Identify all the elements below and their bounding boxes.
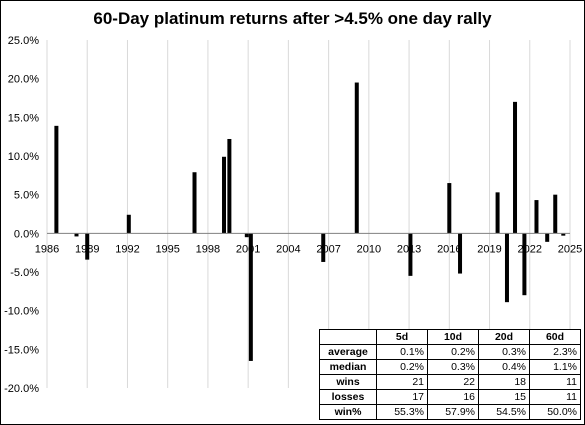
x-tick-label: 1992	[115, 243, 139, 255]
y-tick-label: -20.0%	[4, 383, 39, 395]
stats-table: 5d 10d 20d 60d average 0.1% 0.2% 0.3% 2.…	[319, 329, 581, 420]
stats-cell: 55.3%	[376, 404, 428, 420]
x-tick-label: 2022	[518, 243, 542, 255]
bar	[222, 156, 227, 234]
stats-cell: 22	[427, 374, 479, 390]
stats-cell: 21	[376, 374, 428, 390]
stats-cell: 2.3%	[529, 344, 581, 360]
bar	[447, 183, 452, 234]
stats-col-header: 10d	[427, 329, 479, 345]
y-tick-label: -5.0%	[10, 267, 39, 279]
stats-cell: 50.0%	[529, 404, 581, 420]
x-tick-label: 2013	[397, 243, 421, 255]
bar	[248, 233, 253, 361]
stats-row-losses: losses 17 16 15 11	[319, 389, 581, 405]
stats-cell: 18	[478, 374, 530, 390]
bar	[192, 172, 197, 234]
stats-cell: 54.5%	[478, 404, 530, 420]
y-tick-label: -10.0%	[4, 306, 39, 318]
stats-cell: 1.1%	[529, 359, 581, 375]
stats-row-label: average	[319, 344, 377, 360]
stats-row-wins: wins 21 22 18 11	[319, 374, 581, 390]
x-tick-label: 1989	[75, 243, 99, 255]
stats-row-label: losses	[319, 389, 377, 405]
bar	[54, 125, 59, 234]
stats-cell: 0.2%	[376, 359, 428, 375]
stats-corner-cell	[319, 329, 377, 345]
chart-title: 60-Day platinum returns after >4.5% one …	[93, 9, 492, 28]
bar	[458, 233, 463, 274]
x-tick-label: 1995	[155, 243, 179, 255]
stats-cell: 15	[478, 389, 530, 405]
bar	[227, 138, 232, 234]
stats-header-row: 5d 10d 20d 60d	[319, 329, 581, 345]
stats-cell: 0.3%	[427, 359, 479, 375]
bar	[504, 233, 509, 303]
stats-row-label: win%	[319, 404, 377, 420]
bar	[513, 101, 518, 234]
stats-cell: 0.1%	[376, 344, 428, 360]
stats-cell: 11	[529, 389, 581, 405]
bar	[522, 233, 527, 296]
stats-row-average: average 0.1% 0.2% 0.3% 2.3%	[319, 344, 581, 360]
bar	[244, 233, 249, 238]
x-axis-labels: 1986 1989 1992 1995 1998 2001 2004 2007 2010 2013…	[35, 243, 582, 255]
bars	[54, 82, 566, 361]
y-tick-label: 15.0%	[8, 112, 39, 124]
stats-col-header: 5d	[376, 329, 428, 345]
bar	[534, 200, 539, 234]
x-tick-label: 2019	[477, 243, 501, 255]
y-tick-label: 5.0%	[14, 190, 39, 202]
bar	[553, 194, 558, 234]
stats-cell: 0.3%	[478, 344, 530, 360]
x-tick-label: 2025	[558, 243, 582, 255]
stats-cell: 57.9%	[427, 404, 479, 420]
x-tick-label: 2016	[437, 243, 461, 255]
stats-cell: 0.4%	[478, 359, 530, 375]
bar	[74, 233, 79, 237]
y-axis-labels: 25.0% 20.0% 15.0% 10.0% 5.0% 0.0% -5.0% -10.0% -…	[4, 35, 39, 395]
bar	[354, 82, 359, 234]
x-tick-label: 1998	[196, 243, 220, 255]
bar	[545, 233, 550, 242]
stats-cell: 0.2%	[427, 344, 479, 360]
x-tick-label: 1986	[35, 243, 59, 255]
y-tick-label: -15.0%	[4, 344, 39, 356]
bar	[126, 214, 131, 234]
x-tick-label: 2001	[236, 243, 260, 255]
stats-row-median: median 0.2% 0.3% 0.4% 1.1%	[319, 359, 581, 375]
stats-row-winpct: win% 55.3% 57.9% 54.5% 50.0%	[319, 404, 581, 420]
stats-cell: 17	[376, 389, 428, 405]
x-tick-label: 2010	[357, 243, 381, 255]
stats-cell: 11	[529, 374, 581, 390]
x-tick-label: 2007	[316, 243, 340, 255]
bar	[85, 233, 90, 260]
bar	[321, 233, 326, 262]
bar	[408, 233, 413, 276]
bar	[495, 192, 500, 234]
y-tick-label: 25.0%	[8, 35, 39, 47]
bar	[561, 233, 566, 236]
stats-row-label: median	[319, 359, 377, 375]
stats-col-header: 20d	[478, 329, 530, 345]
y-tick-label: 0.0%	[14, 228, 39, 240]
stats-row-label: wins	[319, 374, 377, 390]
gridlines	[46, 40, 571, 388]
y-tick-label: 10.0%	[8, 151, 39, 163]
y-tick-label: 20.0%	[8, 74, 39, 86]
stats-col-header: 60d	[529, 329, 581, 345]
x-tick-label: 2004	[276, 243, 300, 255]
stats-cell: 16	[427, 389, 479, 405]
